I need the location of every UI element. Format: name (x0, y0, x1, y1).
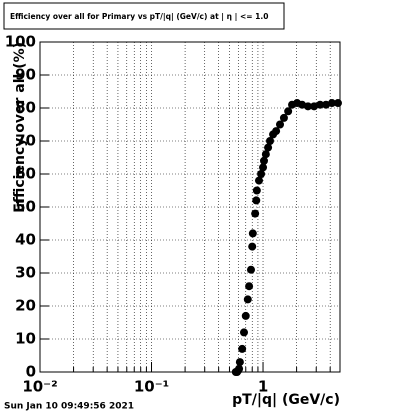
marker (248, 229, 257, 238)
x-tick-label: 10⁻¹ (134, 378, 169, 396)
marker (241, 311, 250, 320)
marker (245, 282, 254, 291)
x-axis-title: pT/|q| (GeV/c) (232, 392, 340, 408)
marker (252, 186, 261, 195)
marker (261, 150, 270, 159)
marker (235, 364, 244, 373)
marker (284, 107, 293, 116)
y-tick-label: 50 (15, 198, 36, 216)
chart-title: Efficiency over all for Primary vs pT/|q… (10, 12, 268, 22)
marker (310, 102, 319, 111)
marker (248, 242, 257, 251)
marker (316, 100, 325, 109)
marker (254, 176, 263, 185)
marker (327, 99, 336, 108)
marker (257, 170, 266, 178)
y-axis-title: Efficiency over all (%) (12, 42, 28, 213)
marker (246, 265, 255, 274)
title-box (3, 2, 285, 30)
y-tick-label: 90 (15, 66, 36, 84)
marker (266, 137, 275, 145)
y-tick-label: 100 (5, 33, 36, 51)
marker (238, 344, 247, 353)
y-tick-label: 20 (15, 297, 36, 315)
marker (243, 295, 252, 304)
marker (264, 143, 273, 152)
y-tick-label: 70 (15, 132, 36, 150)
marker (235, 358, 244, 367)
marker (251, 209, 260, 218)
marker (252, 196, 261, 205)
marker (239, 328, 248, 337)
y-tick-label: 30 (15, 264, 36, 282)
x-tick-label: 1 (258, 378, 268, 396)
y-tick-label: 40 (15, 231, 36, 249)
marker (276, 120, 285, 129)
plot-frame (39, 41, 341, 373)
timestamp: Sun Jan 10 09:49:56 2021 (4, 402, 134, 412)
marker (259, 156, 268, 165)
y-tick-label: 0 (26, 363, 36, 381)
marker (303, 102, 312, 111)
y-tick-label: 80 (15, 99, 36, 117)
y-tick-label: 60 (15, 165, 36, 183)
x-tick-label: 10⁻² (22, 378, 57, 396)
y-tick-label: 10 (15, 330, 36, 348)
marker (279, 113, 288, 122)
marker (259, 163, 268, 172)
marker (272, 127, 281, 136)
marker (333, 99, 342, 108)
